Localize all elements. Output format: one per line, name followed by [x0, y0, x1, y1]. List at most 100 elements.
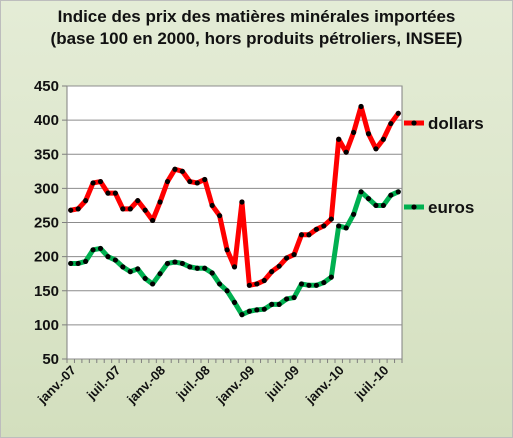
- data-point-euros: [194, 265, 200, 271]
- data-point-euros: [209, 270, 215, 276]
- y-tick-label: 50: [42, 351, 59, 368]
- data-point-dollars: [313, 226, 319, 232]
- y-tick-label: 400: [34, 112, 59, 129]
- data-point-euros: [358, 189, 364, 195]
- data-point-dollars: [269, 269, 275, 275]
- data-point-dollars: [246, 282, 252, 288]
- data-point-euros: [105, 254, 111, 260]
- y-axis: 50 100 150 200 250 300 350 400 450: [34, 78, 67, 368]
- data-point-euros: [202, 265, 208, 271]
- chart-title: Indice des prix des matières minérales i…: [0, 6, 513, 50]
- data-point-euros: [172, 259, 178, 265]
- data-point-euros: [276, 301, 282, 307]
- data-point-dollars: [112, 190, 118, 196]
- x-tick-label: juil.-07: [83, 363, 123, 403]
- y-tick-label: 200: [34, 249, 59, 266]
- data-point-dollars: [202, 176, 208, 183]
- data-point-euros: [380, 202, 386, 209]
- data-point-euros: [365, 196, 372, 202]
- data-point-dollars: [179, 168, 185, 174]
- series-layer: [68, 103, 401, 318]
- data-point-euros: [135, 266, 141, 272]
- legend-label-euros: euros: [428, 198, 474, 217]
- data-point-euros: [284, 296, 290, 302]
- data-point-dollars: [343, 149, 349, 155]
- data-point-euros: [298, 281, 305, 287]
- data-point-dollars: [358, 103, 364, 110]
- data-point-dollars: [231, 264, 238, 270]
- data-point-euros: [351, 211, 357, 217]
- data-point-dollars: [388, 120, 394, 127]
- data-point-euros: [328, 274, 334, 280]
- data-point-dollars: [239, 199, 245, 205]
- x-tick-label: juil.-10: [351, 363, 391, 403]
- data-point-dollars: [291, 251, 297, 258]
- data-point-euros: [90, 247, 96, 253]
- data-point-euros: [187, 264, 193, 270]
- y-tick-label: 350: [34, 146, 59, 163]
- data-point-dollars: [336, 136, 342, 142]
- x-tick-label: janv.-07: [34, 363, 79, 408]
- data-point-dollars: [150, 217, 156, 224]
- data-point-euros: [269, 301, 275, 307]
- data-point-euros: [336, 223, 342, 229]
- legend-marker-euros: [411, 204, 417, 210]
- data-point-dollars: [187, 178, 193, 185]
- data-point-dollars: [328, 216, 334, 222]
- data-point-euros: [224, 288, 230, 294]
- x-axis: janv.-07 juil.-07 janv.-08 juil.-08 janv.-09…: [34, 359, 403, 408]
- data-point-euros: [239, 312, 245, 318]
- data-point-euros: [246, 308, 252, 314]
- data-point-dollars: [351, 129, 357, 136]
- data-point-euros: [83, 258, 89, 265]
- data-point-dollars: [194, 180, 200, 186]
- data-point-dollars: [276, 263, 282, 269]
- data-point-euros: [120, 264, 126, 270]
- grid-lines: [67, 85, 402, 360]
- data-point-dollars: [306, 232, 312, 238]
- series-dollars: [68, 103, 401, 288]
- data-point-dollars: [298, 232, 305, 238]
- data-point-euros: [291, 294, 297, 301]
- data-point-dollars: [83, 198, 89, 204]
- data-point-euros: [97, 245, 104, 252]
- chart-title-line-1: Indice des prix des matières minérales i…: [57, 7, 456, 26]
- data-point-euros: [127, 269, 133, 275]
- legend-label-dollars: dollars: [428, 114, 484, 133]
- data-point-euros: [179, 260, 185, 267]
- x-tick-label: janv.-10: [302, 363, 347, 408]
- x-tick-label: janv.-09: [213, 363, 258, 408]
- data-point-dollars: [157, 199, 163, 205]
- y-tick-label: 250: [34, 215, 59, 232]
- y-tick-label: 150: [34, 283, 59, 300]
- x-tick-label: janv.-08: [123, 363, 168, 408]
- data-point-euros: [254, 307, 260, 313]
- data-point-dollars: [254, 281, 260, 287]
- data-point-dollars: [224, 247, 230, 253]
- y-tick-label: 450: [34, 78, 59, 95]
- data-point-dollars: [373, 146, 379, 152]
- chart-title-line-2: (base 100 en 2000, hors produits pétroli…: [50, 29, 463, 48]
- data-point-euros: [231, 299, 238, 305]
- data-point-dollars: [172, 166, 178, 172]
- data-point-dollars: [142, 207, 148, 213]
- data-point-euros: [313, 282, 319, 288]
- data-point-dollars: [164, 178, 171, 185]
- data-point-euros: [164, 260, 171, 267]
- data-point-dollars: [127, 206, 133, 212]
- data-point-euros: [112, 257, 118, 263]
- y-tick-label: 100: [34, 317, 59, 334]
- data-point-dollars: [97, 178, 104, 185]
- data-point-euros: [75, 260, 81, 267]
- data-point-euros: [142, 275, 148, 282]
- data-point-dollars: [321, 223, 327, 229]
- data-point-euros: [388, 192, 394, 198]
- data-point-dollars: [90, 180, 96, 186]
- data-point-euros: [306, 282, 312, 288]
- data-point-euros: [261, 306, 267, 312]
- data-point-dollars: [105, 190, 111, 196]
- data-point-dollars: [261, 277, 267, 284]
- legend-marker-dollars: [411, 120, 417, 126]
- data-point-dollars: [380, 136, 386, 142]
